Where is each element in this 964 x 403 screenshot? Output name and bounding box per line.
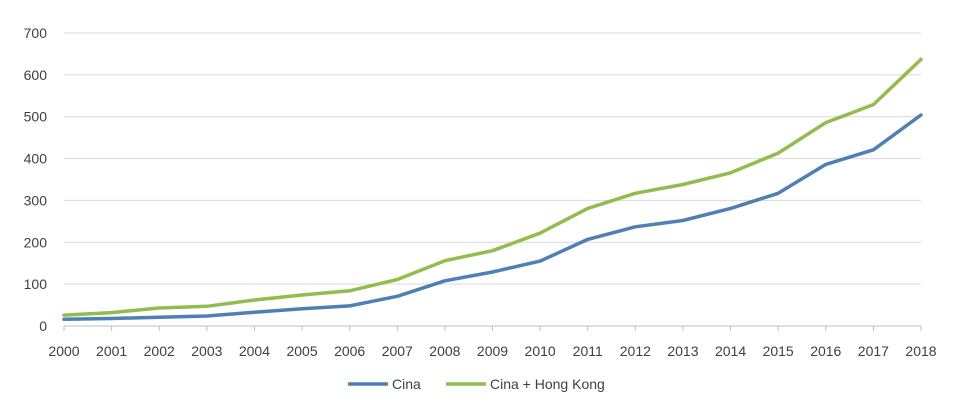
x-tick-label: 2018 (905, 343, 936, 359)
x-tick-label: 2012 (620, 343, 651, 359)
legend-label: Cina (392, 376, 421, 392)
x-tick-label: 2006 (334, 343, 365, 359)
x-tick-label: 2010 (525, 343, 556, 359)
x-tick-label: 2005 (286, 343, 317, 359)
x-tick-label: 2000 (48, 343, 79, 359)
x-tick-label: 2001 (96, 343, 127, 359)
x-axis: 2000 2001 2002 2003 2004 2005 2006 2007 2008 2009… (48, 325, 937, 359)
x-tick-label: 2004 (239, 343, 270, 359)
x-tick-label: 2017 (858, 343, 889, 359)
series-lines (62, 57, 923, 322)
x-tick-label: 2007 (382, 343, 413, 359)
y-axis: 0 100 200 300 400 500 600 700 (24, 25, 48, 334)
x-tick-label: 2008 (429, 343, 460, 359)
series-line-cina-hong-kong (62, 57, 923, 317)
x-tick-label: 2014 (715, 343, 746, 359)
x-tick-label: 2002 (144, 343, 175, 359)
y-tick-label: 600 (24, 67, 48, 83)
y-tick-label: 500 (24, 109, 48, 125)
x-tick-label: 2015 (763, 343, 794, 359)
x-tick-label: 2016 (810, 343, 841, 359)
x-tick-label: 2013 (667, 343, 698, 359)
legend: Cina Cina + Hong Kong (348, 376, 605, 392)
gridlines (64, 32, 921, 285)
y-tick-label: 300 (24, 192, 48, 208)
x-tick-label: 2011 (573, 343, 603, 359)
y-tick-label: 0 (39, 318, 47, 334)
y-tick-label: 400 (24, 151, 48, 167)
y-tick-label: 700 (24, 25, 48, 41)
y-tick-label: 100 (24, 276, 48, 292)
legend-label: Cina + Hong Kong (490, 376, 605, 392)
x-tick-label: 2009 (477, 343, 508, 359)
y-tick-label: 200 (24, 234, 48, 250)
x-tick-label: 2003 (191, 343, 222, 359)
